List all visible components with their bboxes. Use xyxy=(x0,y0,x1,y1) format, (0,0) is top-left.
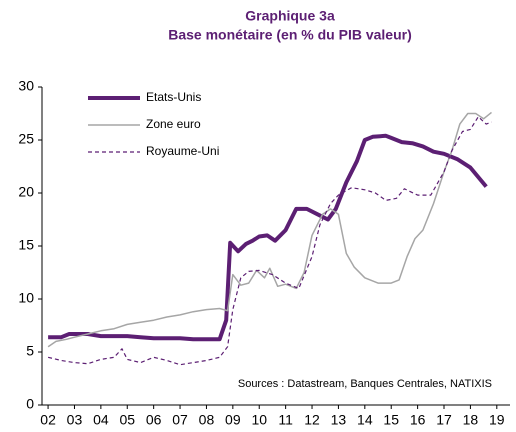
x-tick-label: 17 xyxy=(436,412,452,428)
x-tick-label: 10 xyxy=(251,412,267,428)
x-tick-label: 02 xyxy=(40,412,56,428)
y-tick-label: 0 xyxy=(26,396,34,412)
legend-label: Royaume-Uni xyxy=(146,144,219,158)
x-tick-label: 14 xyxy=(357,412,373,428)
line-series xyxy=(48,133,488,342)
x-tick-label: 12 xyxy=(304,412,320,428)
y-tick-label: 10 xyxy=(18,290,34,306)
y-tick-label: 30 xyxy=(18,78,34,94)
annotation: Sources : Datastream, Banques Centrales,… xyxy=(238,378,492,390)
x-tick-label: 18 xyxy=(463,412,479,428)
x-tick-label: 03 xyxy=(67,412,83,428)
x-tick-label: 08 xyxy=(199,412,215,428)
legend-label: Etats-Unis xyxy=(146,90,201,104)
legend-label: Zone euro xyxy=(146,117,201,131)
y-tick-label: 20 xyxy=(18,184,34,200)
y-tick-label: 5 xyxy=(26,343,34,359)
x-tick-label: 04 xyxy=(93,412,109,428)
x-tick-label: 05 xyxy=(119,412,135,428)
y-tick-label: 25 xyxy=(18,131,34,147)
x-tick-label: 13 xyxy=(331,412,347,428)
y-tick-label: 15 xyxy=(18,237,34,253)
x-tick-label: 16 xyxy=(410,412,426,428)
x-tick-label: 15 xyxy=(383,412,399,428)
chart-subtitle: Base monétaire (en % du PIB valeur) xyxy=(168,27,412,43)
line-series xyxy=(47,116,492,366)
x-tick-label: 07 xyxy=(172,412,188,428)
x-tick-label: 09 xyxy=(225,412,241,428)
x-tick-label: 11 xyxy=(278,412,293,428)
chart-title: Graphique 3a xyxy=(245,8,335,24)
line-series xyxy=(47,111,492,348)
x-tick-label: 06 xyxy=(146,412,162,428)
x-tick-label: 19 xyxy=(489,412,505,428)
